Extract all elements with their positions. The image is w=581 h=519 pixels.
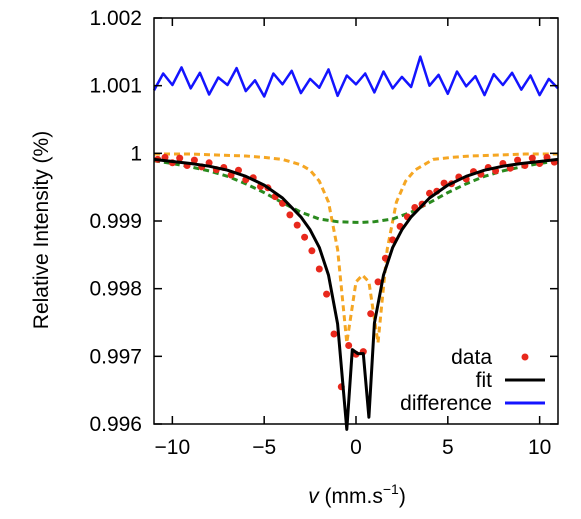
y-tick-label: 1 bbox=[130, 142, 142, 165]
series-fit bbox=[153, 157, 559, 431]
y-tick-label: 0.998 bbox=[89, 278, 142, 301]
data-point bbox=[176, 154, 184, 162]
y-tick-label: 0.996 bbox=[89, 413, 142, 436]
data-point bbox=[330, 330, 338, 338]
legend-label-difference: difference bbox=[400, 392, 492, 415]
x-axis-exponent: −1 bbox=[383, 481, 399, 497]
x-axis-close: ) bbox=[399, 485, 406, 508]
y-axis-title: Relative Intensity (%) bbox=[30, 131, 53, 329]
x-tick-label: −5 bbox=[252, 436, 276, 459]
data-point bbox=[190, 156, 198, 164]
y-tick-label: 1.001 bbox=[89, 75, 142, 98]
data-point bbox=[315, 265, 323, 273]
series-component-broad bbox=[153, 159, 559, 224]
x-axis-unit: (mm.s bbox=[319, 485, 383, 508]
data-point bbox=[323, 290, 331, 298]
series-component-narrow bbox=[154, 152, 558, 345]
legend: data fit difference bbox=[400, 346, 545, 415]
legend-label-data: data bbox=[451, 346, 492, 369]
data-point bbox=[308, 247, 316, 255]
data-point bbox=[367, 310, 375, 318]
data-point bbox=[528, 154, 536, 162]
x-axis-title: v (mm.s−1) bbox=[308, 481, 406, 508]
legend-label-fit: fit bbox=[476, 369, 493, 392]
x-tick-label: −10 bbox=[155, 436, 191, 459]
x-axis-symbol: v bbox=[308, 485, 320, 508]
data-point bbox=[293, 221, 301, 229]
data-point bbox=[301, 233, 309, 241]
x-tick-label: 5 bbox=[442, 436, 454, 459]
legend-marker-data bbox=[521, 353, 529, 361]
data-point bbox=[374, 278, 382, 286]
data-point bbox=[514, 156, 522, 164]
plot-marks bbox=[152, 55, 559, 431]
series-difference bbox=[152, 55, 559, 98]
data-point bbox=[286, 211, 294, 219]
y-tick-label: 1.002 bbox=[89, 7, 142, 30]
axis-ticks: 0.996 0.997 0.998 0.999 1 1.001 1.002 −10 −5 0 5 10 bbox=[89, 7, 558, 459]
y-tick-label: 0.999 bbox=[89, 210, 142, 233]
x-tick-label: 0 bbox=[350, 436, 362, 459]
y-tick-label: 0.997 bbox=[89, 345, 142, 368]
x-tick-label: 10 bbox=[528, 436, 551, 459]
data-point bbox=[345, 342, 353, 349]
